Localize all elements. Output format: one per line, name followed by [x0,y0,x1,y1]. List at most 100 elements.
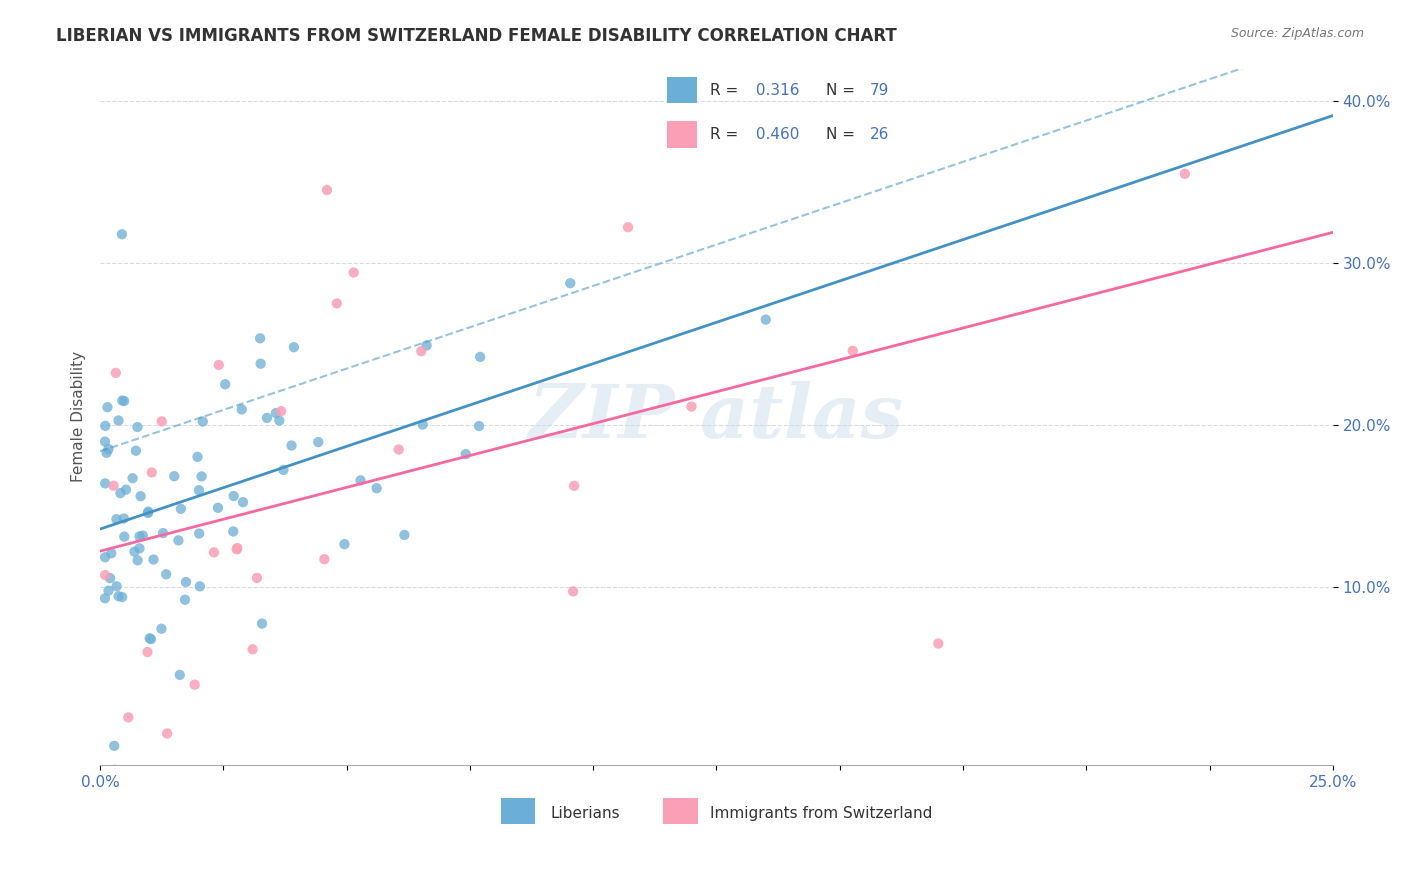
Point [138,632,160,646]
Point [174,592,197,607]
Point [249,357,271,371]
Point [155,567,177,582]
Text: N =: N = [825,83,859,97]
Point [562,584,585,599]
Point [103,739,125,753]
Text: 0.316: 0.316 [751,83,800,97]
Point [96,446,118,460]
Point [128,529,150,543]
Point [232,495,254,509]
Point [128,541,150,556]
Point [208,358,231,372]
Bar [501,797,536,824]
Point [115,483,138,497]
Point [94,476,117,491]
Point [326,296,349,310]
Point [94,434,117,449]
Point [188,526,211,541]
Point [842,343,865,358]
Point [136,504,159,518]
Point [129,489,152,503]
Point [98,571,121,585]
Text: 79: 79 [870,83,890,97]
Text: Liberians: Liberians [550,806,620,822]
Text: R =: R = [710,83,744,97]
Point [394,528,416,542]
Point [112,511,135,525]
Point [94,568,117,582]
Point [111,227,134,242]
Point [104,763,127,777]
Point [105,579,128,593]
Point [139,632,162,646]
Point [170,501,193,516]
Point [246,571,269,585]
Bar [666,121,697,147]
Point [186,450,208,464]
Point [156,726,179,740]
Point [97,583,120,598]
Point [242,642,264,657]
Point [141,466,163,480]
Point [110,486,132,500]
Point [226,541,249,555]
Point [202,545,225,559]
Point [269,414,291,428]
Point [214,377,236,392]
Point [222,489,245,503]
Y-axis label: Female Disability: Female Disability [72,351,86,483]
Point [349,474,371,488]
Bar [664,797,697,824]
Text: 0.460: 0.460 [751,127,800,142]
Point [124,544,146,558]
Point [249,331,271,345]
Point [280,438,302,452]
Point [112,530,135,544]
Point [94,550,117,565]
Point [94,591,117,606]
Point [111,393,134,408]
Text: R =: R = [710,127,744,142]
Point [560,277,582,291]
Point [94,418,117,433]
Point [191,414,214,428]
Point [107,413,129,427]
Point [150,414,173,428]
Point [256,411,278,425]
Point [188,483,211,498]
Point [169,668,191,682]
Point [343,266,366,280]
Point [127,420,149,434]
Point [415,338,437,352]
Text: Source: ZipAtlas.com: Source: ZipAtlas.com [1230,27,1364,40]
Point [225,542,247,557]
Point [136,645,159,659]
Point [188,579,211,593]
Point [470,350,492,364]
Point [927,637,949,651]
Point [121,471,143,485]
Point [96,401,118,415]
Point [152,526,174,541]
Point [681,400,703,414]
Point [127,553,149,567]
Point [1174,167,1197,181]
Point [454,447,477,461]
Point [150,622,173,636]
Point [107,589,129,603]
Point [412,417,434,432]
Point [366,481,388,495]
Text: Immigrants from Switzerland: Immigrants from Switzerland [710,806,932,822]
Point [273,463,295,477]
Text: ZIP atlas: ZIP atlas [529,381,904,453]
Point [250,616,273,631]
Point [174,575,197,590]
Point [283,340,305,354]
Text: LIBERIAN VS IMMIGRANTS FROM SWITZERLAND FEMALE DISABILITY CORRELATION CHART: LIBERIAN VS IMMIGRANTS FROM SWITZERLAND … [56,27,897,45]
Point [183,678,205,692]
Point [111,590,134,604]
Point [132,529,155,543]
Point [270,404,292,418]
Point [314,552,336,566]
Point [755,312,778,326]
